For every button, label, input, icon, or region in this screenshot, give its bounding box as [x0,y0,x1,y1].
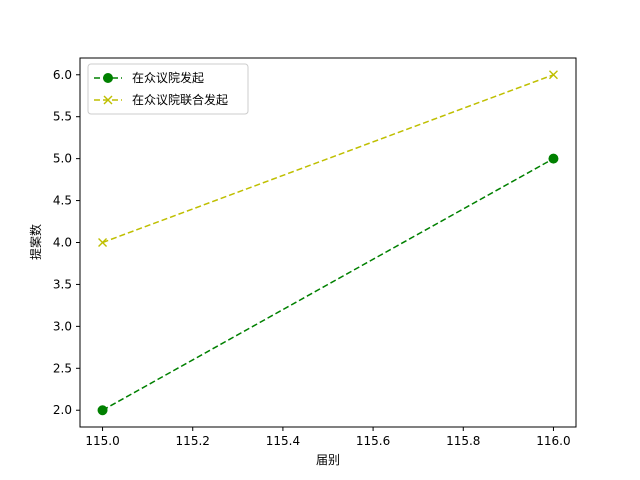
x-axis-ticks: 115.0 115.2 115.4 115.6 115.8 116.0 [85,427,571,448]
x-axis-label: 届别 [316,453,340,467]
y-tick-label: 3.0 [53,319,72,333]
y-tick-label: 5.5 [53,110,72,124]
series-layer [97,70,559,416]
legend-marker [103,73,113,83]
y-tick-label: 5.0 [53,152,72,166]
y-axis-label: 提案数 [28,224,43,260]
x-tick-label: 116.0 [536,434,570,448]
legend-box [87,63,249,115]
y-tick-label: 3.5 [53,277,72,291]
data-point [97,405,108,416]
x-tick-label: 115.2 [176,434,210,448]
legend-label: 在众议院发起 [132,70,204,85]
data-point [548,70,558,80]
plot-background [80,58,576,427]
x-tick-label: 115.6 [356,434,390,448]
legend-marker [103,95,113,105]
x-tick-label: 115.8 [446,434,480,448]
y-tick-label: 6.0 [53,68,72,82]
series-line-2 [102,74,554,244]
x-tick-label: 115.0 [85,434,119,448]
y-tick-label: 2.5 [53,361,72,375]
legend-label: 在众议院联合发起 [132,92,228,107]
legend-item: 在众议院发起 [94,70,204,85]
series-line-1 [102,157,554,411]
data-point [98,238,108,247]
y-tick-label: 4.0 [53,236,72,250]
legend-item: 在众议院联合发起 [94,92,228,107]
x-tick-label: 115.4 [266,434,300,448]
y-axis-ticks: 2.0 2.5 3.0 3.5 4.0 4.5 5.0 5.5 6.0 [53,68,80,417]
data-point [548,153,559,164]
y-tick-label: 4.5 [53,194,72,208]
y-tick-label: 2.0 [53,403,72,417]
